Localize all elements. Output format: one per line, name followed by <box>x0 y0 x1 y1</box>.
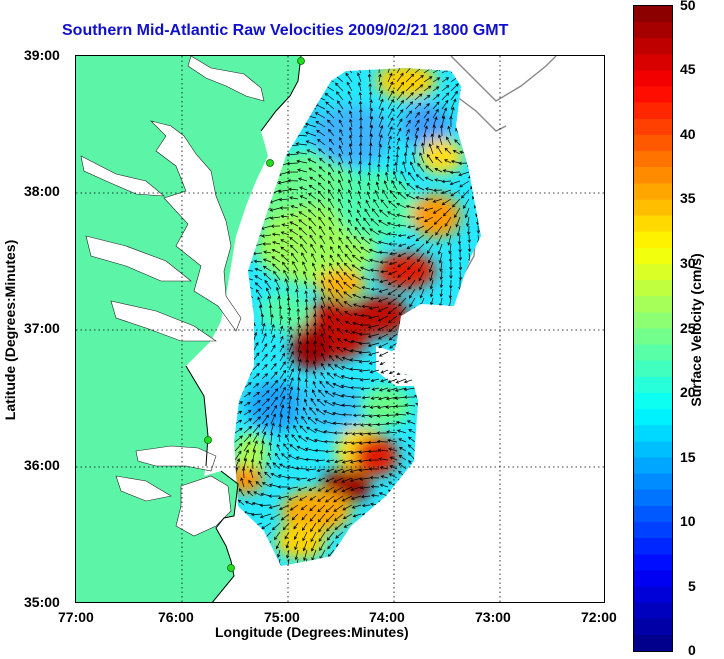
x-tick: 75:00 <box>264 609 300 625</box>
y-tick: 39:00 <box>24 47 60 63</box>
map-title: Southern Mid-Atlantic Raw Velocities 200… <box>62 22 509 39</box>
colorbar-tick: 45 <box>680 61 696 77</box>
colorbar-tick: 35 <box>680 190 696 206</box>
colorbar-tick: 5 <box>688 578 696 594</box>
y-axis-label: Latitude (Degrees:Minutes) <box>2 239 18 421</box>
x-tick: 72:00 <box>581 609 617 625</box>
colorbar <box>633 5 673 652</box>
x-axis-label: Longitude (Degrees:Minutes) <box>215 624 409 640</box>
y-tick: 36:00 <box>24 457 60 473</box>
y-tick: 35:00 <box>24 594 60 610</box>
x-tick: 77:00 <box>58 609 94 625</box>
x-tick: 76:00 <box>158 609 194 625</box>
colorbar-tick: 25 <box>680 320 696 336</box>
y-tick: 38:00 <box>24 183 60 199</box>
station-marker <box>204 436 212 444</box>
albemarle-sound <box>135 445 217 472</box>
colorbar-tick: 15 <box>680 449 696 465</box>
colorbar-tick: 10 <box>680 513 696 529</box>
colorbar-tick: 40 <box>680 126 696 142</box>
station-marker <box>297 57 305 65</box>
delaware-bay <box>187 56 265 102</box>
y-tick: 37:00 <box>24 320 60 336</box>
pamlico-sound <box>175 475 232 537</box>
chesapeake-bay <box>150 120 242 332</box>
colorbar-tick: 30 <box>680 255 696 271</box>
station-marker <box>227 564 235 572</box>
colorbar-label: Surface Velocity (cm/s) <box>688 253 704 407</box>
colorbar-tick: 50 <box>680 0 696 13</box>
colorbar-tick: 0 <box>688 642 696 658</box>
colorbar-tick: 20 <box>680 384 696 400</box>
station-marker <box>266 159 274 167</box>
velocity-map <box>75 55 605 603</box>
x-tick: 74:00 <box>369 609 405 625</box>
x-tick: 73:00 <box>475 609 511 625</box>
